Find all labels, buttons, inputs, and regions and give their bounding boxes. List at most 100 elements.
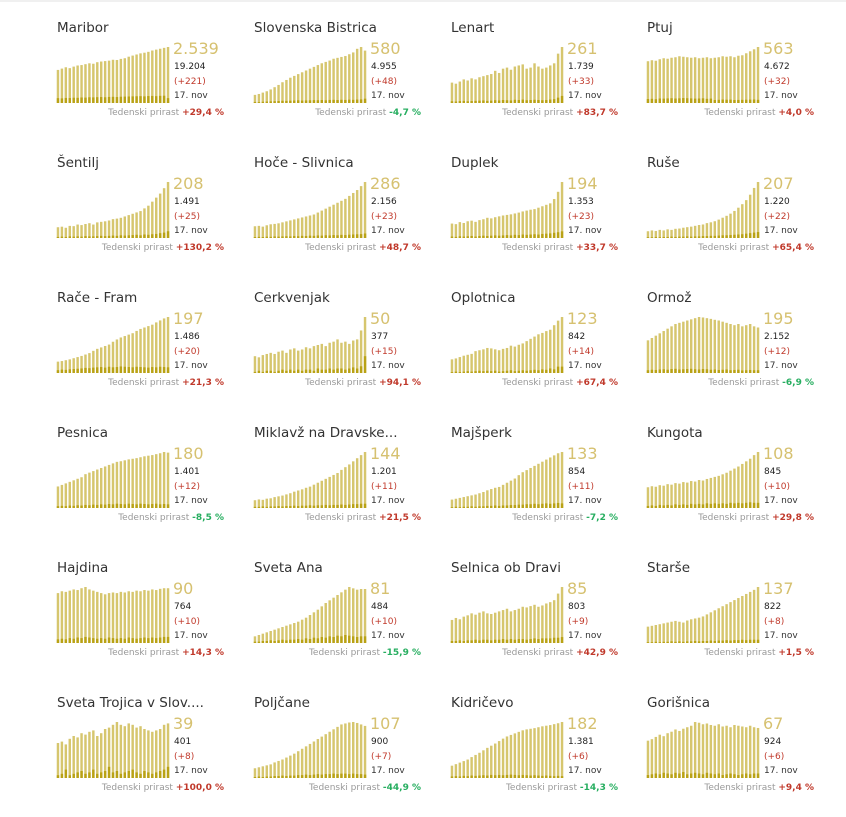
municipality-card[interactable]: Sveta Trojica v Slov.... 39 401 (+8) 17. nov… <box>56 695 227 815</box>
new-cases-bar <box>293 370 296 373</box>
active-bar <box>733 724 736 778</box>
new-cases-bar <box>135 772 138 778</box>
new-cases-bar <box>717 99 720 103</box>
new-cases-bar <box>312 235 316 238</box>
new-cases-bar <box>332 504 335 508</box>
new-cases-bar <box>56 370 60 373</box>
active-bar <box>127 56 130 103</box>
new-cases-bar <box>316 774 320 778</box>
active-bar <box>686 57 689 103</box>
municipality-card[interactable]: Majšperk 133 854 (+11) 17. nov Tedenski prira… <box>450 425 621 545</box>
active-bar <box>68 68 71 103</box>
new-cases-bar <box>92 236 95 238</box>
cumulative-cases: 1.486 <box>174 332 200 342</box>
new-cases-bar <box>332 99 335 103</box>
new-cases-bar <box>701 774 705 778</box>
new-cases-bar <box>147 96 150 103</box>
active-bar <box>470 613 473 643</box>
active-bar <box>355 190 359 238</box>
new-cases-bar <box>359 366 363 373</box>
new-cases-bar <box>686 98 689 103</box>
new-cases-bar <box>689 773 693 778</box>
new-cases-bar <box>115 503 119 508</box>
municipality-card[interactable]: Selnica ob Dravi 85 803 (+9) 17. nov Tedenski… <box>450 560 621 680</box>
weekly-growth: Tedenski prirast +4,0 % <box>704 108 814 118</box>
new-cases-bar <box>151 504 154 508</box>
active-bar <box>107 344 111 373</box>
municipality-card[interactable]: Cerkvenjak 50 377 (+15) 17. nov Tedenski prir… <box>253 290 424 410</box>
municipality-card[interactable]: Maribor 2.539 19.204 (+221) 17. nov Tedenski … <box>56 20 227 140</box>
weekly-growth-value: +29,8 % <box>772 513 814 523</box>
active-bar <box>521 343 524 373</box>
active-bar <box>324 603 327 643</box>
municipality-card[interactable]: Oplotnica 123 842 (+14) 17. nov Tedenski prir… <box>450 290 621 410</box>
active-cases: 194 <box>567 174 598 193</box>
municipality-card[interactable]: Kungota 108 845 (+10) 17. nov Tedenski priras… <box>646 425 817 545</box>
new-cases-bar <box>76 97 79 103</box>
weekly-growth: Tedenski prirast -15,9 % <box>309 648 421 658</box>
new-cases-bar <box>328 368 331 373</box>
new-cases-bar <box>517 775 521 778</box>
new-cases-bar <box>686 774 689 778</box>
new-cases-bar <box>119 235 123 238</box>
municipality-card[interactable]: Pesnica 180 1.401 (+12) 17. nov Tedenski prir… <box>56 425 227 545</box>
municipality-card[interactable]: Hajdina 90 764 (+10) 17. nov Tedenski prirast… <box>56 560 227 680</box>
active-bar <box>697 480 701 508</box>
municipality-card[interactable]: Hoče - Slivnica 286 2.156 (+23) 17. nov Teden… <box>253 155 424 275</box>
active-bar <box>474 614 477 643</box>
municipality-card[interactable]: Starše 137 822 (+8) 17. nov Tedenski prirast … <box>646 560 817 680</box>
municipality-card[interactable]: Kidričevo 182 1.381 (+6) 17. nov Tedenski pri… <box>450 695 621 815</box>
new-cases-bar <box>466 640 469 643</box>
municipality-card[interactable]: Ruše 207 1.220 (+22) 17. nov Tedenski prirast… <box>646 155 817 275</box>
active-bar <box>348 195 351 238</box>
municipality-name: Ruše <box>647 155 680 171</box>
weekly-growth-label: Tedenski prirast <box>308 783 381 793</box>
active-bar <box>111 59 115 103</box>
active-bar <box>316 739 320 778</box>
active-bar <box>725 56 728 103</box>
date-label: 17. nov <box>174 361 208 371</box>
active-bar <box>721 217 724 238</box>
municipality-card[interactable]: Rače - Fram 197 1.486 (+20) 17. nov Tedenski … <box>56 290 227 410</box>
new-cases-bar <box>257 370 261 373</box>
weekly-growth: Tedenski prirast +33,7 % <box>502 243 618 253</box>
municipality-card[interactable]: Gorišnica 67 924 (+6) 17. nov Tedenski priras… <box>646 695 817 815</box>
active-bar <box>324 208 327 238</box>
new-cases-bar <box>729 99 732 103</box>
daily-new-cases: (+10) <box>764 482 791 492</box>
new-cases-bar <box>733 234 736 238</box>
active-bar <box>729 324 732 373</box>
active-bar <box>697 722 701 778</box>
active-bar <box>344 198 347 238</box>
municipality-name: Selnica ob Dravi <box>451 560 561 576</box>
date-label: 17. nov <box>568 361 602 371</box>
municipality-card[interactable]: Šentilj 208 1.491 (+25) 17. nov Tedenski prir… <box>56 155 227 275</box>
municipality-card[interactable]: Sveta Ana 81 484 (+10) 17. nov Tedenski prira… <box>253 560 424 680</box>
new-cases-bar <box>693 369 697 373</box>
new-cases-bar <box>155 96 158 103</box>
active-bar <box>513 66 517 103</box>
new-cases-bar <box>336 635 339 643</box>
new-cases-bar <box>670 641 673 643</box>
new-cases-bar <box>537 234 540 238</box>
active-bar <box>462 497 465 508</box>
cumulative-cases: 484 <box>371 602 389 612</box>
new-cases-bar <box>320 637 324 643</box>
active-bar <box>316 482 320 508</box>
municipality-name: Oplotnica <box>451 290 516 306</box>
new-cases-bar <box>549 503 552 508</box>
new-cases-bar <box>99 235 103 238</box>
municipality-card[interactable]: Poljčane 107 900 (+7) 17. nov Tedenski priras… <box>253 695 424 815</box>
municipality-card[interactable]: Miklavž na Dravske... 144 1.201 (+11) 17. no… <box>253 425 424 545</box>
municipality-card[interactable]: Ormož 195 2.152 (+12) 17. nov Tedenski priras… <box>646 290 817 410</box>
active-bar <box>486 490 489 508</box>
active-bar <box>666 58 669 103</box>
active-cases: 580 <box>370 39 401 58</box>
municipality-card[interactable]: Ptuj 563 4.672 (+32) 17. nov Tedenski prirast… <box>646 20 817 140</box>
new-cases-bar <box>737 99 740 103</box>
municipality-card[interactable]: Lenart 261 1.739 (+33) 17. nov Tedenski prira… <box>450 20 621 140</box>
new-cases-bar <box>127 503 130 508</box>
active-bar <box>670 484 673 508</box>
municipality-card[interactable]: Duplek 194 1.353 (+23) 17. nov Tedenski prira… <box>450 155 621 275</box>
municipality-card[interactable]: Slovenska Bistrica 580 4.955 (+48) 17. nov Te… <box>253 20 424 140</box>
